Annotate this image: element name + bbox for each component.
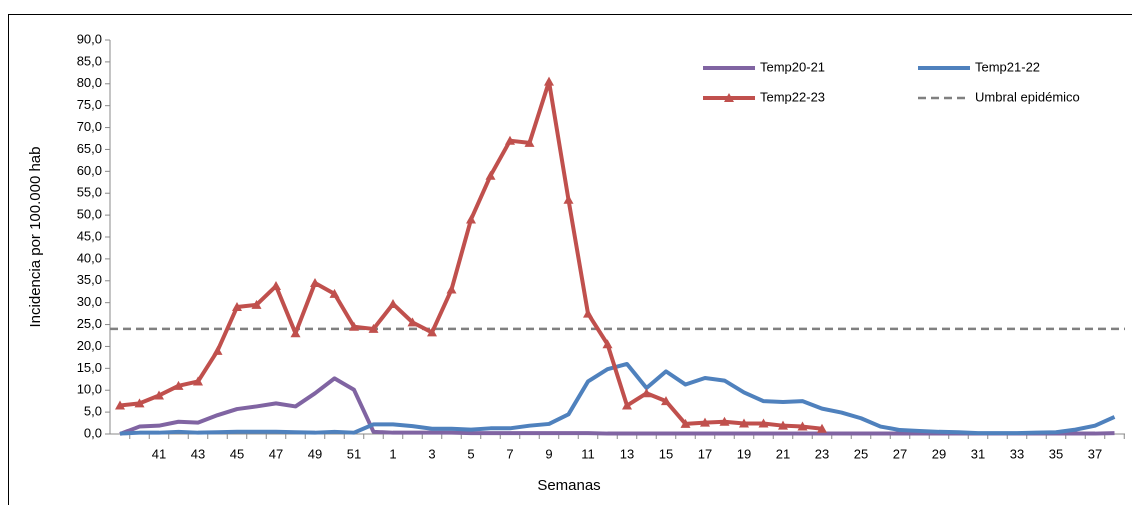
y-tick-label: 55,0 xyxy=(77,185,102,200)
y-tick-label: 5,0 xyxy=(84,404,102,419)
legend-label: Temp20-21 xyxy=(760,59,825,74)
y-tick-label: 60,0 xyxy=(77,163,102,178)
y-tick-label: 75,0 xyxy=(77,97,102,112)
x-tick-label: 11 xyxy=(581,446,595,461)
point-marker xyxy=(505,135,515,145)
y-tick-label: 80,0 xyxy=(77,75,102,90)
series-line xyxy=(119,79,823,431)
point-marker xyxy=(797,421,808,431)
x-tick-label: 33 xyxy=(1010,446,1024,461)
x-tick-label: 51 xyxy=(347,446,361,461)
y-tick-label: 10,0 xyxy=(77,382,102,397)
point-marker xyxy=(485,170,496,180)
point-marker xyxy=(388,298,398,308)
x-tick-label: 43 xyxy=(191,446,205,461)
point-marker xyxy=(758,418,769,428)
point-marker xyxy=(329,288,340,298)
point-marker xyxy=(524,137,535,147)
point-marker xyxy=(700,417,710,427)
point-marker xyxy=(349,321,359,331)
point-marker xyxy=(232,302,242,312)
legend-label: Temp22-23 xyxy=(760,89,825,104)
x-tick-label: 21 xyxy=(776,446,790,461)
x-tick-label: 37 xyxy=(1088,446,1102,461)
frame xyxy=(8,14,1132,505)
x-tick-label: 15 xyxy=(659,446,673,461)
point-marker xyxy=(739,418,749,428)
x-tick-label: 41 xyxy=(152,446,166,461)
y-tick-label: 70,0 xyxy=(77,119,102,134)
y-tick-label: 85,0 xyxy=(77,53,102,68)
point-marker xyxy=(778,420,788,430)
legend-label: Umbral epidémico xyxy=(975,89,1080,104)
point-marker xyxy=(407,317,418,327)
point-marker xyxy=(563,194,574,204)
point-marker xyxy=(602,339,613,349)
point-marker xyxy=(622,400,632,410)
y-tick-label: 15,0 xyxy=(77,360,102,375)
x-tick-label: 27 xyxy=(893,446,907,461)
point-marker xyxy=(368,323,379,333)
x-tick-label: 13 xyxy=(620,446,634,461)
x-tick-label: 31 xyxy=(971,446,985,461)
legend-label: Temp21-22 xyxy=(975,59,1040,74)
y-tick-label: 50,0 xyxy=(77,207,102,222)
y-tick-label: 45,0 xyxy=(77,228,102,243)
x-tick-label: 19 xyxy=(737,446,751,461)
point-marker xyxy=(466,214,476,224)
point-marker xyxy=(310,277,320,287)
point-marker xyxy=(115,400,125,410)
point-marker xyxy=(427,327,437,337)
x-tick-label: 35 xyxy=(1049,446,1063,461)
x-tick-label: 45 xyxy=(230,446,244,461)
y-tick-label: 40,0 xyxy=(77,250,102,265)
x-tick-label: 25 xyxy=(854,446,868,461)
x-tick-label: 47 xyxy=(269,446,283,461)
point-marker xyxy=(251,299,262,309)
x-axis-label: Semanas xyxy=(537,477,600,494)
point-marker xyxy=(290,328,301,338)
point-marker xyxy=(212,345,223,355)
point-marker xyxy=(641,388,652,398)
x-tick-label: 9 xyxy=(545,446,552,461)
point-marker xyxy=(680,418,691,428)
point-marker xyxy=(446,284,457,294)
x-tick-label: 49 xyxy=(308,446,322,461)
x-tick-label: 29 xyxy=(932,446,946,461)
y-tick-label: 0,0 xyxy=(84,425,102,440)
series-line xyxy=(119,376,1115,436)
y-tick-label: 30,0 xyxy=(77,294,102,309)
point-marker xyxy=(719,416,730,426)
series-line xyxy=(119,361,1116,436)
point-marker xyxy=(173,380,184,390)
x-tick-label: 5 xyxy=(467,446,474,461)
point-marker xyxy=(193,376,203,386)
y-tick-label: 20,0 xyxy=(77,338,102,353)
x-tick-label: 3 xyxy=(428,446,435,461)
y-tick-label: 35,0 xyxy=(77,272,102,287)
point-marker xyxy=(583,308,593,318)
point-marker xyxy=(817,423,827,433)
point-marker xyxy=(134,398,145,408)
x-tick-label: 1 xyxy=(389,446,396,461)
point-marker xyxy=(544,76,554,86)
y-tick-label: 90,0 xyxy=(77,31,102,46)
x-tick-label: 23 xyxy=(815,446,829,461)
y-axis-label: Incidencia por 100.000 hab xyxy=(27,147,44,328)
point-marker xyxy=(661,396,671,406)
y-tick-label: 25,0 xyxy=(77,316,102,331)
point-marker xyxy=(154,390,164,400)
y-tick-label: 65,0 xyxy=(77,141,102,156)
point-marker xyxy=(271,281,281,291)
x-tick-label: 17 xyxy=(698,446,712,461)
legend-marker xyxy=(724,93,734,102)
x-tick-label: 7 xyxy=(506,446,513,461)
